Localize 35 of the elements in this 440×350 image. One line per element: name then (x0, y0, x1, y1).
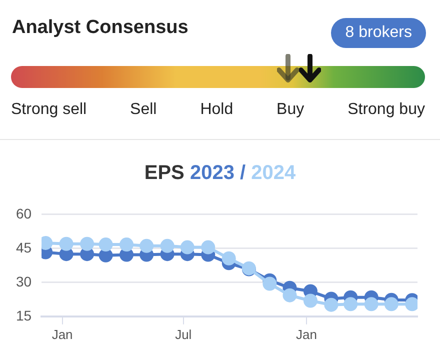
y-tick-label: 15 (16, 307, 32, 324)
point (384, 297, 398, 312)
point (120, 238, 134, 252)
category-label: Strong buy (348, 101, 425, 119)
point (59, 236, 74, 251)
point (222, 251, 236, 266)
point (180, 240, 194, 254)
text: / (240, 162, 246, 184)
text: 8 brokers (331, 18, 426, 48)
category-label: Sell (130, 101, 157, 119)
point (201, 240, 216, 254)
point (98, 248, 113, 262)
x-tick-label: Jul (175, 326, 192, 342)
x-tick-label: Jan (296, 326, 317, 342)
point (140, 238, 154, 253)
point (282, 288, 297, 302)
point (80, 236, 94, 251)
text: Analyst Consensus (12, 17, 188, 39)
point (324, 298, 338, 312)
y-tick-label: 60 (16, 205, 32, 222)
point (262, 276, 277, 291)
x-tick-label: Jan (52, 326, 73, 342)
text: 2024 (250, 162, 296, 184)
category-label: Strong sell (11, 101, 87, 119)
category-label: Hold (200, 101, 234, 119)
point (98, 238, 113, 252)
text: 2023 (190, 162, 234, 184)
y-tick-label: 45 (16, 239, 32, 256)
point (160, 238, 174, 253)
category-label: Buy (276, 101, 304, 119)
chart-title: EPS (144, 162, 184, 184)
point (303, 294, 318, 308)
point (344, 297, 358, 312)
y-tick-label: 30 (16, 273, 32, 290)
point (364, 297, 378, 312)
